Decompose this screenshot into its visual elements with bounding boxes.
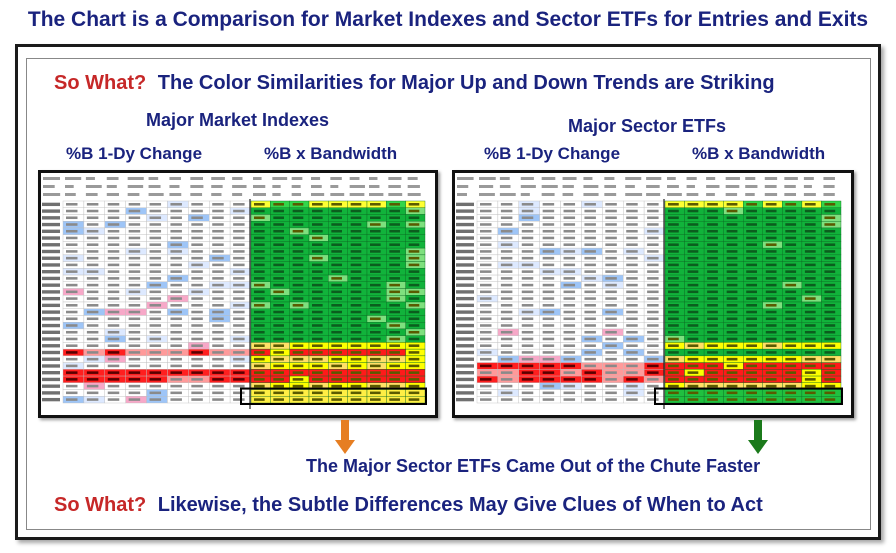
- right-panel-heading: Major Sector ETFs: [568, 116, 727, 136]
- right-col1-label: %B 1-Dy Change: [484, 144, 621, 163]
- right-col2-label: %B x Bandwidth: [692, 144, 826, 163]
- left-col1-label: %B 1-Dy Change: [66, 144, 203, 163]
- spreadsheet-grid-picture: [41, 173, 429, 409]
- headline-top-lead: So What?: [54, 72, 147, 94]
- left-col2-label: %B x Bandwidth: [264, 144, 398, 163]
- orange-down-arrow-icon: [335, 420, 355, 454]
- left-panel-heading: Major Market Indexes: [146, 110, 330, 130]
- headline-top-text: The Color Similarities for Major Up and …: [157, 72, 775, 94]
- market-index-table-image: [38, 170, 438, 418]
- callout-text: The Major Sector ETFs Came Out of the Ch…: [306, 456, 761, 476]
- headline-bottom-text: Likewise, the Subtle Differences May Giv…: [157, 494, 763, 516]
- green-down-arrow-icon: [748, 420, 768, 454]
- page-title: The Chart is a Comparison for Market Ind…: [27, 8, 869, 31]
- headline-bottom: So What? Likewise, the Subtle Difference…: [54, 494, 763, 517]
- sector-etf-table-image: [452, 170, 854, 418]
- spreadsheet-grid-picture: [455, 173, 845, 409]
- headline-top: So What? The Color Similarities for Majo…: [54, 72, 775, 95]
- headline-bottom-lead: So What?: [54, 494, 147, 516]
